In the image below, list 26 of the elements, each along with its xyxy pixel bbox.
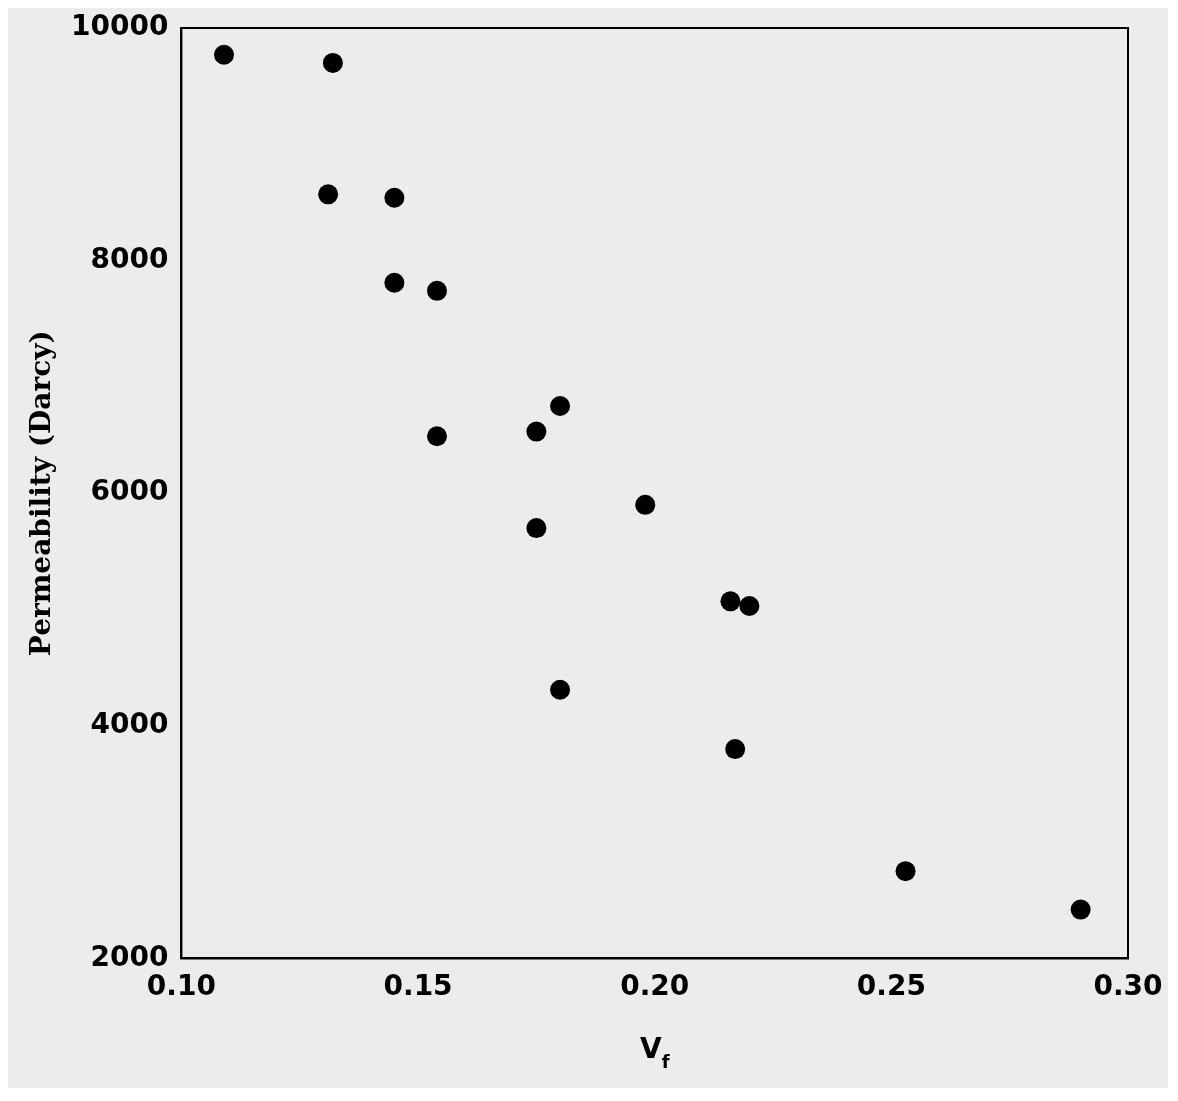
- y-tick-label: 6000: [90, 474, 169, 508]
- y-axis-title: Permeability (Darcy): [24, 330, 57, 657]
- point: [635, 494, 656, 515]
- point: [526, 518, 547, 539]
- x-tick-label: 0.30: [1093, 969, 1163, 1003]
- x-tick-label: 0.15: [383, 969, 453, 1003]
- point: [550, 679, 571, 700]
- y-tick-label: 8000: [90, 241, 169, 275]
- y-tick-label: 4000: [90, 707, 169, 741]
- point: [214, 44, 235, 65]
- point: [526, 421, 547, 442]
- point: [384, 187, 405, 208]
- point: [426, 426, 447, 447]
- x-tick-label: 0.20: [620, 969, 690, 1003]
- x-tick-label: 0.25: [856, 969, 926, 1003]
- point: [384, 272, 405, 293]
- point: [725, 739, 746, 760]
- point: [739, 596, 760, 617]
- point: [550, 395, 571, 416]
- y-tick-label: 10000: [70, 9, 169, 43]
- point: [895, 861, 916, 882]
- point: [322, 52, 343, 73]
- point: [318, 184, 339, 205]
- point: [1070, 899, 1091, 920]
- point: [720, 591, 741, 612]
- point: [426, 280, 447, 301]
